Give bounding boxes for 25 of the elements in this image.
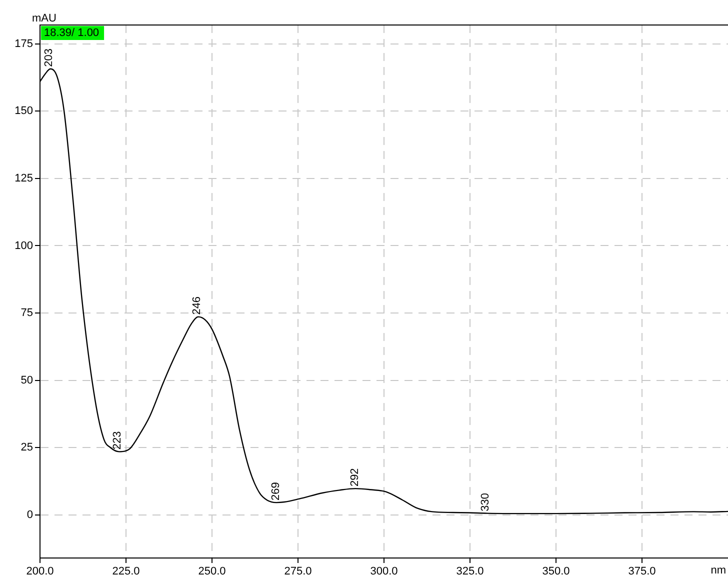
annotation: 292: [349, 468, 362, 487]
y-tick-label: 100: [14, 240, 33, 252]
y-tick-label: 175: [14, 38, 33, 50]
annotation: 269: [270, 482, 282, 501]
x-tick-label: 275.0: [284, 566, 312, 578]
x-tick-label: 350.0: [542, 566, 570, 578]
x-tick-label: 200.0: [26, 566, 54, 578]
annotation: 223: [112, 431, 124, 450]
x-axis-title: nm: [710, 564, 726, 577]
annotation: 246: [190, 296, 203, 315]
x-tick-label: 325.0: [456, 566, 484, 578]
y-tick-label: 50: [20, 374, 33, 386]
y-tick-label: 0: [26, 508, 33, 521]
y-tick-label: 75: [20, 307, 33, 320]
x-tick-label: 225.0: [112, 566, 140, 578]
annotation: 18.39/ 1.00: [44, 27, 100, 40]
x-tick-label: 250.0: [198, 566, 226, 578]
x-tick-label: 375.0: [628, 566, 656, 578]
x-tick-label: 300.0: [370, 566, 398, 578]
annotation: 203: [42, 48, 55, 67]
annotation: 330: [480, 492, 492, 512]
y-tick-label: 150: [14, 105, 33, 118]
y-axis-title: mAU: [32, 12, 56, 25]
y-tick-label: 25: [20, 442, 33, 454]
y-tick-label: 125: [14, 172, 33, 184]
